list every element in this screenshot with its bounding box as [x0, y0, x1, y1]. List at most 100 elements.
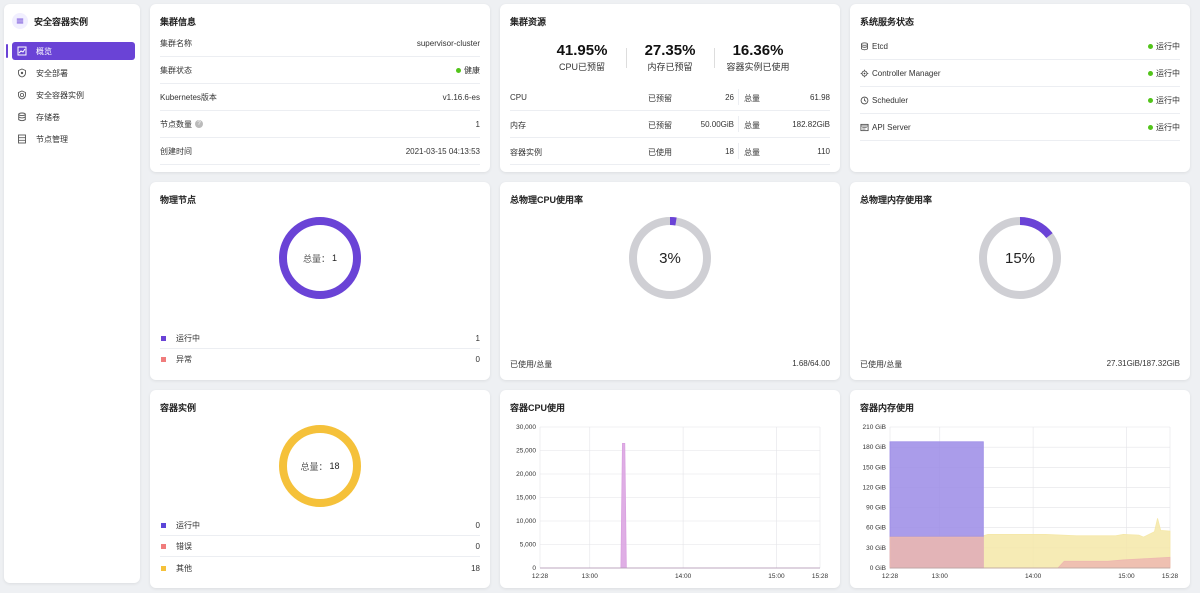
res-total: 110 — [817, 147, 830, 156]
y-tick-label: 20,000 — [516, 471, 536, 478]
row-value: v1.16.6-es — [442, 92, 480, 102]
created-time-row: 创建时间 2021-03-15 04:13:53 — [160, 138, 480, 165]
status-text: 运行中 — [1156, 68, 1180, 78]
stat-value: 16.36% — [732, 42, 784, 59]
y-tick-label: 30 GiB — [866, 545, 886, 552]
resource-row-memory: 内存 已预留 50.00GiB 总量 182.82GiB — [510, 111, 830, 138]
legend-count: 18 — [471, 563, 480, 573]
legend-label: 异常 — [176, 354, 192, 364]
x-tick-label: 13:00 — [932, 573, 949, 580]
res-used: 18 — [725, 147, 734, 156]
legend-count: 0 — [475, 354, 480, 364]
sidebar-item-overview[interactable]: 概览 — [6, 42, 135, 60]
resource-row-containers: 容器实例 已使用 18 总量 110 — [510, 138, 830, 165]
sidebar-item-secure-deploy[interactable]: 安全部署 — [12, 64, 135, 82]
status-dot — [1148, 43, 1153, 49]
row-label-wrap: 节点数量? — [160, 119, 203, 130]
donut-ring — [279, 217, 361, 299]
status-text: 运行中 — [1156, 122, 1180, 132]
status-text: 运行中 — [1156, 41, 1180, 51]
shield-icon — [17, 68, 27, 78]
total-cpu-card: 总物理CPU使用率 3% 已使用/总量 1.68/64.00 — [500, 182, 840, 380]
container-memory-chart: 0 GiB 30 GiB 60 GiB 90 GiB 120 GiB 150 GiB 180… — [863, 424, 1179, 580]
gear-icon — [860, 69, 869, 78]
usage-footer: 已使用/总量 1.68/64.00 — [510, 359, 830, 370]
service-name: Controller Manager — [872, 68, 941, 78]
footer-value: 1.68/64.00 — [792, 359, 830, 368]
res-status: 已预留 — [648, 121, 672, 130]
total-label: 总量： — [302, 253, 330, 264]
server-icon — [17, 134, 27, 144]
y-tick-label: 90 GiB — [866, 505, 886, 512]
y-tick-label: 0 — [532, 565, 536, 572]
help-icon[interactable]: ? — [195, 120, 203, 129]
res-total-label: 总量 — [744, 148, 760, 157]
stat-label: 内存已预留 — [647, 62, 693, 72]
total-value: 1 — [332, 253, 338, 263]
legend-row-running: 运行中 0 — [160, 516, 480, 536]
series-area — [889, 536, 1171, 569]
menu-icon[interactable] — [12, 13, 28, 29]
y-tick-label: 30,000 — [516, 424, 536, 431]
k8s-version-row: Kubernetes版本 v1.16.6-es — [160, 84, 480, 111]
card-title: 容器实例 — [160, 403, 197, 413]
legend-row-error: 错误 0 — [160, 537, 480, 557]
stat-value: 27.35% — [644, 42, 696, 59]
cluster-name-row: 集群名称 supervisor-cluster — [160, 30, 480, 57]
card-title: 物理节点 — [160, 195, 197, 205]
container-cpu-chart: 0 5,000 10,000 15,000 20,000 25,000 30,000 12:2… — [516, 424, 829, 580]
y-tick-label: 120 GiB — [863, 484, 887, 491]
legend-count: 0 — [475, 542, 480, 551]
sidebar-item-secure-containers[interactable]: 安全容器实例 — [12, 86, 135, 104]
status-dot — [456, 67, 461, 73]
container-icon — [17, 90, 27, 100]
app-title: 安全容器实例 — [34, 16, 89, 27]
footer-value: 27.31GiB/187.32GiB — [1106, 359, 1180, 368]
sidebar-item-label: 概览 — [36, 46, 52, 56]
sidebar: 安全容器实例 概览 安全部署 安全容器实例 存储卷 节点管理 — [4, 4, 140, 583]
card-title: 集群信息 — [160, 17, 197, 27]
card-title: 系统服务状态 — [860, 17, 915, 27]
y-tick-label: 5,000 — [520, 542, 537, 549]
legend-row-running: 运行中 1 — [160, 329, 480, 349]
service-name: Scheduler — [872, 95, 909, 105]
x-tick-label: 14:00 — [1025, 573, 1042, 580]
res-total: 61.98 — [809, 93, 830, 102]
status-text: 健康 — [464, 65, 480, 75]
card-title: 集群资源 — [510, 17, 547, 27]
legend-label: 运行中 — [176, 334, 200, 343]
y-tick-label: 60 GiB — [866, 525, 886, 532]
y-tick-label: 25,000 — [516, 448, 536, 455]
footer-label: 已使用/总量 — [510, 360, 553, 369]
legend-row-abnormal: 异常 0 — [160, 349, 480, 369]
resource-row-cpu: CPU 已预留 26 总量 61.98 — [510, 84, 830, 111]
row-label: 集群名称 — [160, 38, 192, 48]
x-tick-label: 14:00 — [675, 573, 692, 580]
res-total-label: 总量 — [744, 121, 760, 130]
status-badge: 运行中 — [1148, 95, 1180, 106]
res-status: 已使用 — [648, 148, 672, 157]
card-title: 容器内存使用 — [860, 403, 915, 413]
terminal-icon — [860, 123, 869, 132]
stat-label: 容器实例已使用 — [726, 62, 790, 72]
legend-swatch — [161, 565, 166, 571]
legend-count: 1 — [475, 334, 480, 343]
sidebar-item-nodes[interactable]: 节点管理 — [12, 130, 135, 148]
x-tick-label: 15:28 — [812, 573, 829, 580]
row-label: 节点数量 — [160, 119, 192, 129]
legend-label: 错误 — [176, 542, 192, 551]
divider — [738, 116, 739, 132]
row-label: Kubernetes版本 — [160, 92, 217, 102]
mem-reserved-stat: 27.35% 内存已预留 — [625, 42, 715, 73]
res-name: 容器实例 — [510, 148, 542, 157]
stat-label: CPU已预留 — [558, 62, 605, 72]
legend-swatch — [161, 336, 166, 341]
cluster-resources-card: 集群资源 41.95% CPU已预留 27.35% 内存已预留 16.36% 容… — [500, 4, 840, 172]
status-badge: 运行中 — [1148, 122, 1180, 133]
card-title: 容器CPU使用 — [510, 403, 566, 413]
service-name: API Server — [872, 122, 911, 132]
legend-swatch — [161, 544, 166, 549]
sidebar-item-volumes[interactable]: 存储卷 — [12, 108, 135, 126]
cpu-usage-donut: 3% — [628, 216, 712, 300]
donut-fill — [629, 217, 711, 299]
